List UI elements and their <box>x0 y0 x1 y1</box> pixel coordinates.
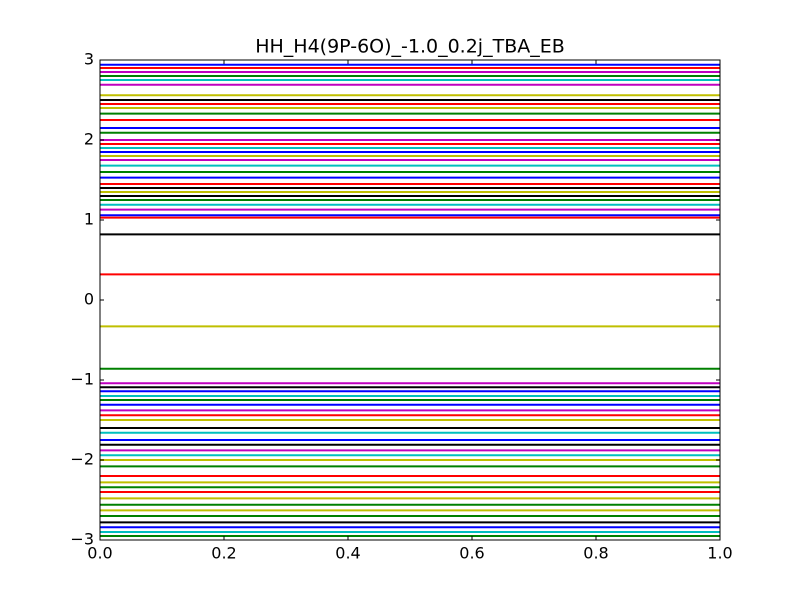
x-tick-label: 0.2 <box>211 544 236 563</box>
y-tick-label: −1 <box>70 370 94 389</box>
y-tick-label: −2 <box>70 450 94 469</box>
chart-title: HH_H4(9P-6O)_-1.0_0.2j_TBA_EB <box>255 36 565 58</box>
axes: 0.0 0.2 0.4 0.6 0.8 1.0 −3 −2 −1 0 1 2 3 <box>70 50 732 563</box>
plot-frame <box>99 59 721 541</box>
x-tick-label: 1.0 <box>707 544 732 563</box>
plot-lines <box>100 63 720 537</box>
x-tick-label: 0.8 <box>583 544 608 563</box>
y-tick-label: 1 <box>84 210 94 229</box>
y-tick-label: −3 <box>70 530 94 549</box>
x-tick-label: 0.0 <box>87 544 112 563</box>
x-tick-label: 0.6 <box>459 544 484 563</box>
x-tick-label: 0.4 <box>335 544 360 563</box>
y-tick-label: 3 <box>84 50 94 69</box>
y-tick-label: 0 <box>84 290 94 309</box>
y-tick-label: 2 <box>84 130 94 149</box>
